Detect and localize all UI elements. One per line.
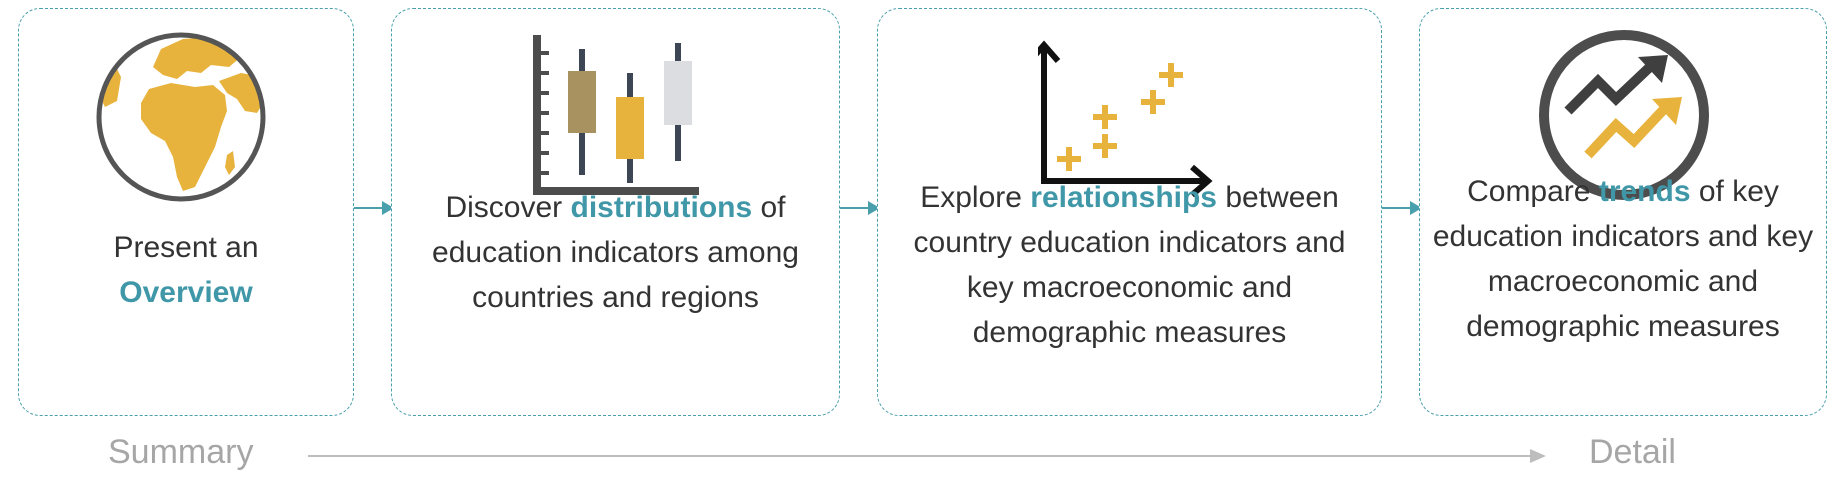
caption-text: Compare [1467,175,1591,208]
step-caption-relationships: Explore relationships between country ed… [898,175,1361,355]
caption-highlight: Overview [119,276,253,309]
summary-detail-axis-arrow [308,449,1546,463]
caption-highlight: relationships [1030,181,1217,214]
step-card-trends: Compare trends of key education indicato… [1419,8,1827,416]
caption-text: between country education indicators and… [913,181,1346,349]
step-caption-trends: Compare trends of key education indicato… [1430,169,1816,349]
step-caption-overview: Present an Overview [19,225,353,315]
caption-text: of education indicators among countries … [432,191,799,314]
caption-text: Present an [113,231,259,264]
step-card-distributions: Discover distributions of education indi… [391,8,840,416]
step-caption-distributions: Discover distributions of education indi… [392,185,839,320]
step-card-relationships: Explore relationships between country ed… [877,8,1382,416]
caption-text: of key education indicators and key macr… [1432,175,1814,343]
trend-arrows-icon [1539,30,1709,200]
axis-start-label: Summary [108,433,254,471]
connector-arrow [354,201,394,215]
scatter-plot-icon [1038,40,1213,198]
caption-text: Explore [920,181,1022,214]
caption-highlight: distributions [570,191,753,224]
axis-end-label: Detail [1589,433,1676,471]
caption-highlight: trends [1598,175,1691,208]
step-card-overview: Present an Overview [18,8,354,416]
globe-icon [96,32,266,202]
connector-arrow [840,201,880,215]
connector-arrow [1382,201,1422,215]
box-plot-icon [533,35,699,195]
caption-text: Discover [445,191,563,224]
